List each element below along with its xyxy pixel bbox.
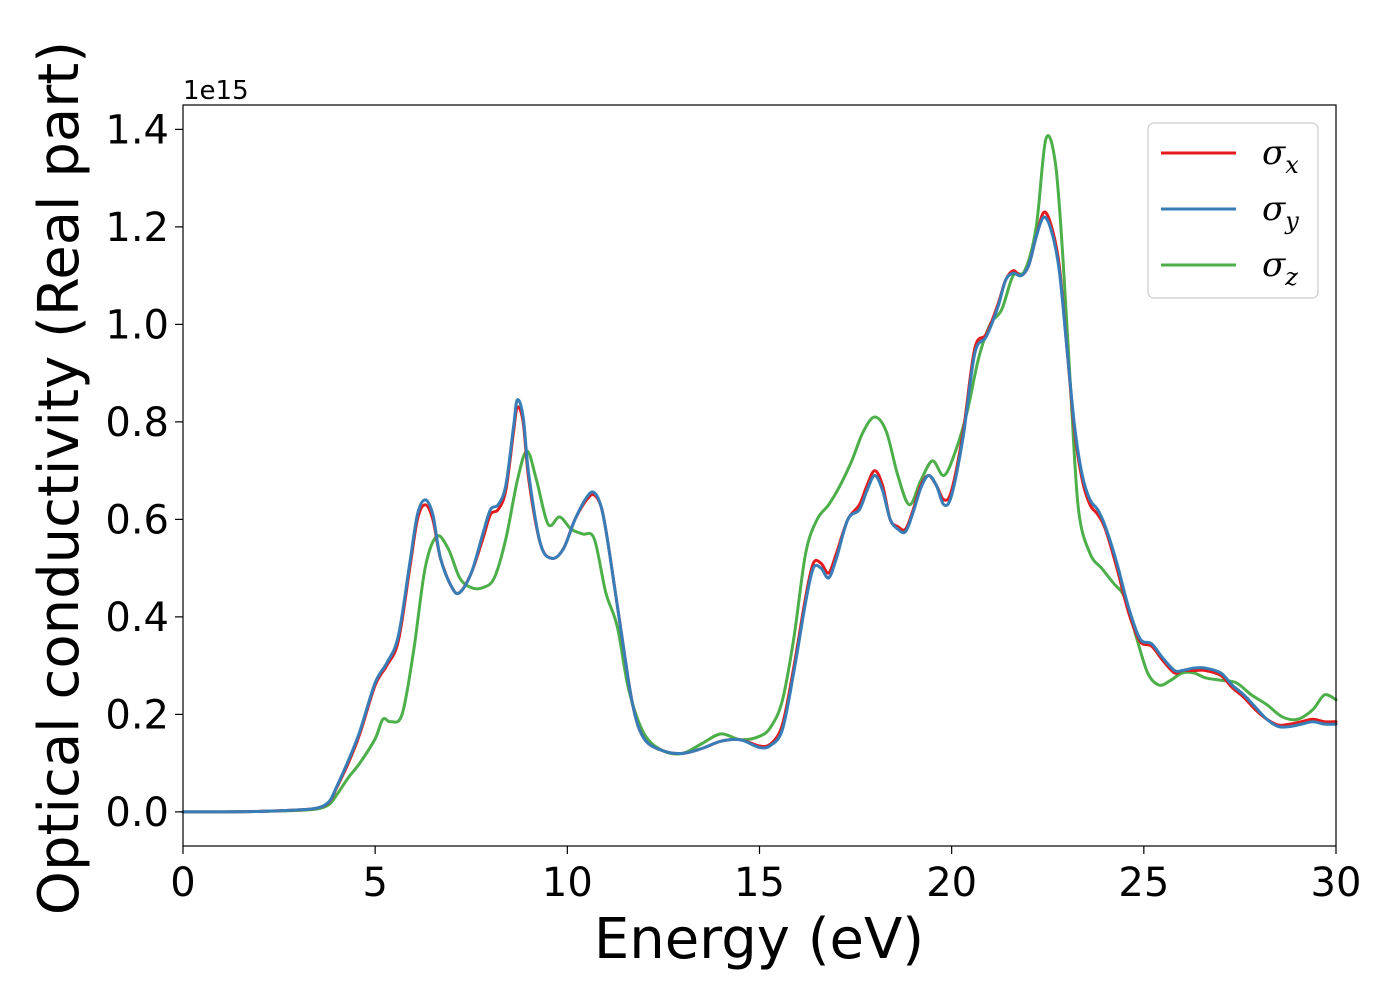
legend-label-y: σy: [1262, 189, 1299, 235]
y-axis-label: Optical conductivity (Real part): [27, 41, 92, 915]
series-layer: [181, 134, 1338, 814]
x-tick-label: 0: [170, 860, 195, 906]
y-tick-label: 1.0: [105, 302, 169, 348]
y-tick-label: 1.4: [105, 107, 169, 153]
y-axis: 0.0 0.2 0.4 0.6 0.8 1.0 1.2 1.4: [105, 107, 183, 836]
x-tick-label: 30: [1311, 860, 1362, 906]
legend-label-main: σ: [1262, 133, 1286, 173]
x-tick-label: 15: [734, 860, 785, 906]
y-tick-label: 0.8: [105, 400, 169, 446]
legend-label-sub: z: [1284, 263, 1298, 291]
y-offset-label: 1e15: [183, 76, 249, 106]
x-tick-label: 5: [362, 860, 387, 906]
y-tick-label: 0.6: [105, 497, 169, 543]
y-tick-label: 0.0: [105, 790, 169, 836]
y-tick-label: 0.2: [105, 692, 169, 738]
y-tick-label: 0.4: [105, 595, 169, 641]
x-axis: 0 5 10 15 20 25 30: [170, 846, 1361, 906]
legend-label-main: σ: [1262, 245, 1286, 285]
x-tick-label: 20: [926, 860, 977, 906]
legend-label-sub: x: [1285, 151, 1299, 179]
series-line-y: [181, 215, 1338, 814]
legend-label-main: σ: [1262, 189, 1286, 229]
x-axis-label: Energy (eV): [594, 907, 924, 972]
legend-label-x: σx: [1262, 133, 1299, 179]
y-tick-label: 1.2: [105, 205, 169, 251]
x-tick-label: 10: [542, 860, 593, 906]
legend-label-sub: y: [1284, 207, 1299, 235]
legend-label-z: σz: [1262, 245, 1298, 291]
x-tick-label: 25: [1118, 860, 1169, 906]
